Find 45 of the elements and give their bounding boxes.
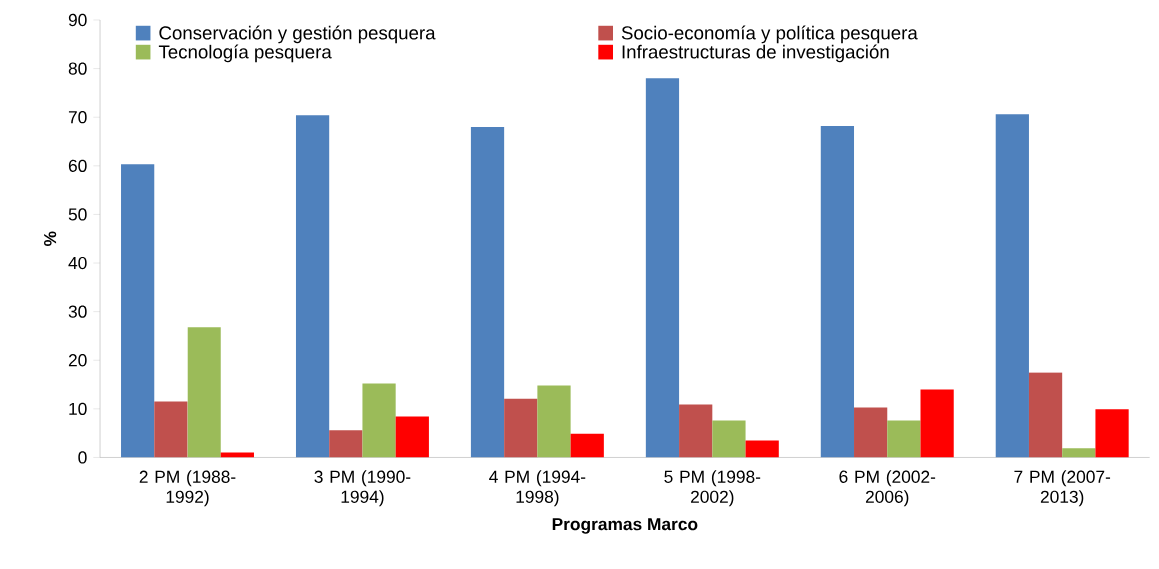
- y-tick-label: 70: [68, 110, 87, 124]
- bar: [820, 125, 855, 458]
- bar: [745, 440, 779, 458]
- bar: [887, 420, 921, 458]
- bar: [679, 404, 713, 458]
- x-tick-label: 2 PM (1988-1992): [139, 469, 236, 507]
- bar: [712, 420, 746, 458]
- y-tick-label: 80: [68, 62, 87, 75]
- y-tick-label: 50: [68, 208, 87, 221]
- legend-label: Tecnología pesquera: [158, 44, 332, 62]
- bar: [645, 78, 680, 458]
- y-tick-label: 0: [78, 451, 87, 464]
- x-tick-label: 3 PM (1990-1994): [314, 469, 411, 507]
- bar: [854, 407, 888, 458]
- y-axis-title: %: [44, 231, 57, 246]
- x-tick-label: 7 PM (2007-2013): [1014, 469, 1111, 507]
- x-tick-label: 4 PM (1994-1998): [489, 469, 586, 507]
- bar: [470, 126, 505, 458]
- y-tick-label: 30: [68, 305, 87, 318]
- bar: [295, 115, 330, 458]
- bar: [995, 114, 1029, 458]
- bar: [1028, 372, 1063, 458]
- legend-label: Infraestructuras de investigación: [622, 44, 889, 62]
- y-tick-label: 10: [69, 402, 87, 415]
- bar: [187, 326, 221, 458]
- bar: [362, 383, 396, 458]
- bar: [121, 164, 155, 458]
- x-tick-label: 6 PM (2002-2006): [839, 469, 936, 507]
- legend-label: Socio-economía y política pesquera: [621, 25, 918, 43]
- x-tick-label: 5 PM (1998-2002): [664, 469, 761, 507]
- bar: [570, 433, 604, 458]
- bar: [329, 430, 363, 458]
- bar: [504, 398, 538, 458]
- bar: [1062, 447, 1096, 458]
- bar: [395, 416, 429, 458]
- y-tick-label: 20: [68, 353, 87, 367]
- bar: [920, 389, 954, 458]
- y-tick-label: 90: [68, 13, 87, 26]
- y-tick-label: 60: [68, 159, 87, 172]
- y-tick-label: 40: [68, 256, 87, 269]
- x-axis-title: Programas Marco: [552, 517, 698, 534]
- bar: [537, 385, 571, 458]
- bar: [154, 401, 188, 458]
- bar: [1095, 409, 1129, 458]
- legend-label: Conservación y gestión pesquera: [159, 25, 436, 43]
